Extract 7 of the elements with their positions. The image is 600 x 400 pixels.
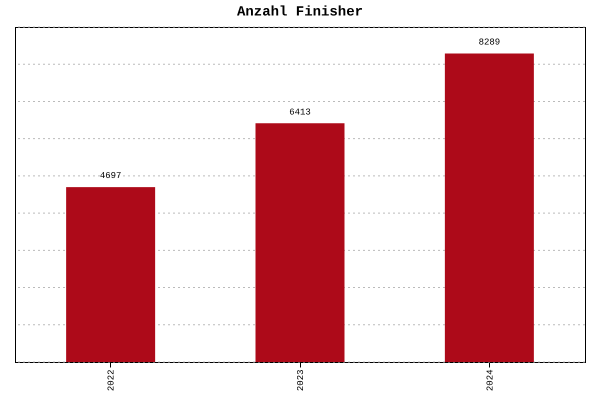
chart-title: Anzahl Finisher bbox=[236, 4, 364, 20]
x-tick-label: 2022 bbox=[106, 370, 117, 392]
data-label: 4697 bbox=[100, 171, 122, 182]
data-label: 8289 bbox=[478, 37, 500, 48]
data-label: 6413 bbox=[289, 107, 311, 118]
x-tick-label: 2023 bbox=[296, 370, 306, 392]
x-tick-label: 2024 bbox=[485, 370, 496, 392]
